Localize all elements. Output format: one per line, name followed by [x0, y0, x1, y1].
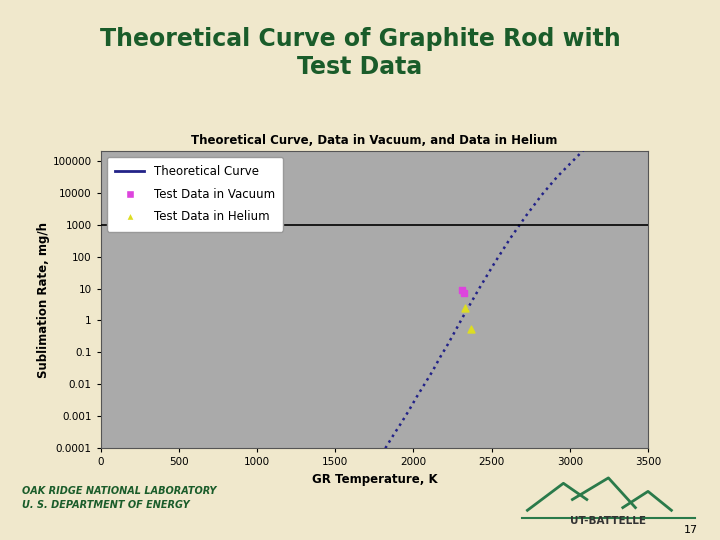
Text: 17: 17	[684, 524, 698, 535]
Point	[459, 303, 471, 312]
Text: UT-BATTELLE: UT-BATTELLE	[570, 516, 647, 526]
Point	[458, 289, 469, 298]
Text: Theoretical Curve of Graphite Rod with
Test Data: Theoretical Curve of Graphite Rod with T…	[99, 27, 621, 79]
Legend: Theoretical Curve, Test Data in Vacuum, Test Data in Helium: Theoretical Curve, Test Data in Vacuum, …	[107, 157, 283, 232]
Y-axis label: Sublimation Rate, mg/h: Sublimation Rate, mg/h	[37, 222, 50, 377]
Text: OAK RIDGE NATIONAL LABORATORY
U. S. DEPARTMENT OF ENERGY: OAK RIDGE NATIONAL LABORATORY U. S. DEPA…	[22, 486, 216, 510]
Point	[466, 325, 477, 333]
Title: Theoretical Curve, Data in Vacuum, and Data in Helium: Theoretical Curve, Data in Vacuum, and D…	[192, 134, 557, 147]
Point	[456, 286, 468, 294]
X-axis label: GR Temperature, K: GR Temperature, K	[312, 473, 437, 486]
